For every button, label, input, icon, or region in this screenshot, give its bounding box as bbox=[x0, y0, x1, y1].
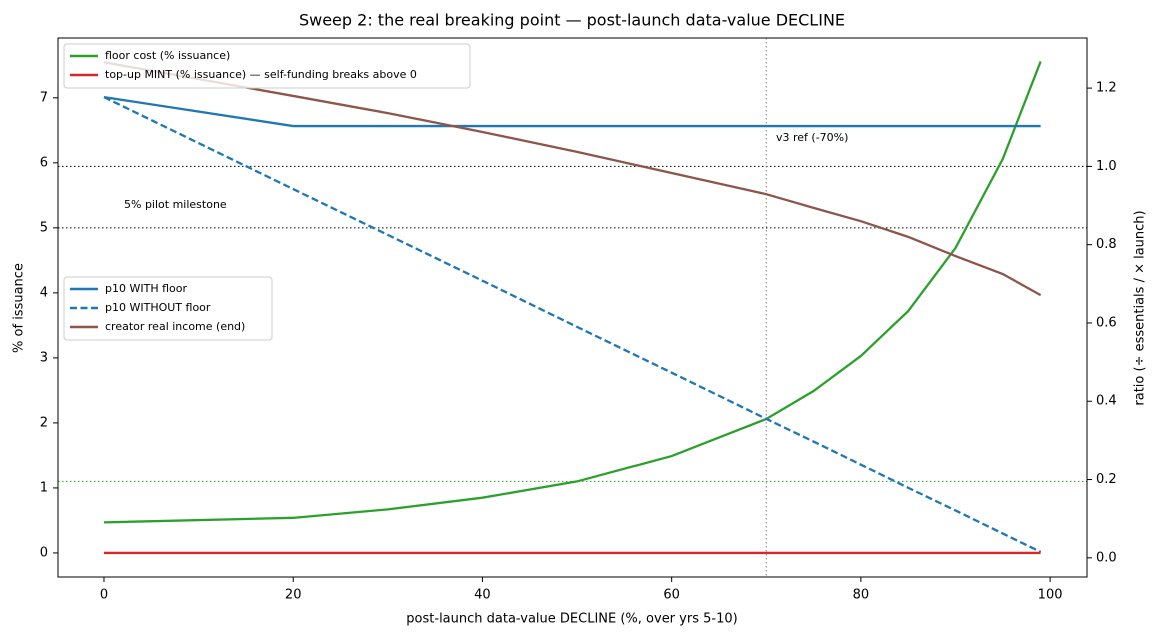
y-tick-label: 6 bbox=[40, 155, 48, 170]
y2-tick-label: 1.0 bbox=[1096, 159, 1117, 174]
x-tick-label: 100 bbox=[1038, 588, 1063, 603]
y-axis-label: % of issuance bbox=[12, 263, 27, 353]
x-tick-label: 20 bbox=[285, 588, 302, 603]
legend-label: p10 WITH floor bbox=[105, 282, 187, 295]
x-tick-label: 0 bbox=[100, 588, 108, 603]
y-tick-label: 4 bbox=[40, 285, 48, 300]
series-line bbox=[103, 96, 1042, 553]
legend-label: floor cost (% issuance) bbox=[105, 49, 230, 62]
legend-box bbox=[63, 276, 273, 341]
y-tick-label: 3 bbox=[40, 350, 48, 365]
y-tick-label: 1 bbox=[40, 480, 48, 495]
x-tick-label: 40 bbox=[474, 588, 491, 603]
chart-title: Sweep 2: the real breaking point — post-… bbox=[299, 11, 845, 30]
legend-box bbox=[63, 43, 471, 89]
annotation: 5% pilot milestone bbox=[124, 198, 227, 211]
y-tick-label: 7 bbox=[40, 90, 48, 105]
y-tick-label: 0 bbox=[40, 545, 48, 560]
y2-tick-label: 0.4 bbox=[1096, 394, 1117, 409]
legend-label: p10 WITHOUT floor bbox=[105, 301, 211, 314]
x-tick-label: 60 bbox=[663, 588, 680, 603]
legend-label: creator real income (end) bbox=[105, 320, 245, 333]
y-tick-label: 5 bbox=[40, 220, 48, 235]
y2-tick-label: 0.0 bbox=[1096, 550, 1117, 565]
y2-tick-label: 0.6 bbox=[1096, 315, 1117, 330]
annotation: v3 ref (-70%) bbox=[776, 131, 848, 144]
y2-tick-label: 0.2 bbox=[1096, 472, 1117, 487]
y2-axis-label: ratio (÷ essentials / × launch) bbox=[1133, 210, 1148, 405]
series-line bbox=[103, 95, 1041, 128]
y2-tick-label: 1.2 bbox=[1096, 81, 1117, 96]
legend-label: top-up MINT (% issuance) — self-funding … bbox=[105, 68, 417, 81]
y2-tick-label: 0.8 bbox=[1096, 237, 1117, 252]
y-tick-label: 2 bbox=[40, 415, 48, 430]
x-axis-label: post-launch data-value DECLINE (%, over … bbox=[406, 612, 737, 627]
series-line bbox=[103, 61, 1042, 297]
x-tick-label: 80 bbox=[853, 588, 870, 603]
plot-frame bbox=[57, 37, 1088, 578]
